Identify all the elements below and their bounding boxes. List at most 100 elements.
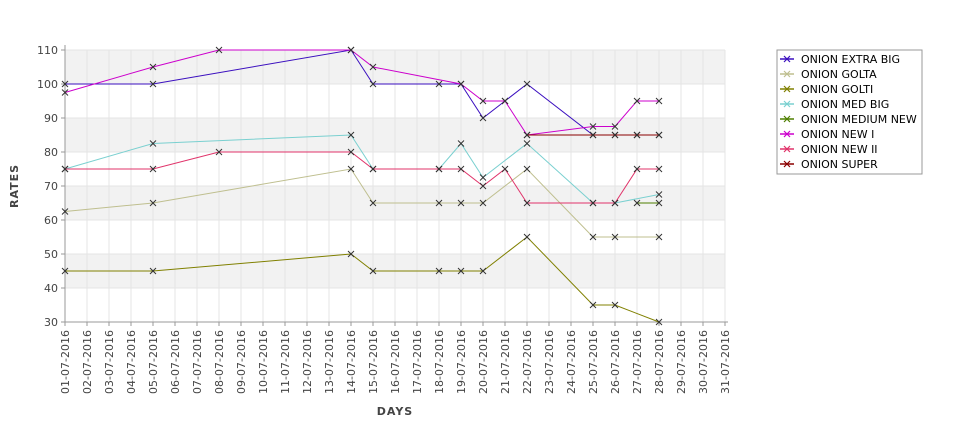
marker-stroke: [435, 267, 443, 275]
data-point: [633, 131, 641, 139]
marker-stroke: [655, 199, 663, 207]
marker-stroke: [149, 80, 157, 88]
y-axis-title: RATES: [8, 164, 21, 208]
legend-marker: [783, 85, 791, 93]
data-point: [457, 165, 465, 173]
marker-stroke: [347, 165, 355, 173]
data-point: [369, 199, 377, 207]
data-point: [523, 165, 531, 173]
series-onion-new-i: [61, 46, 663, 139]
x-tick-label: 28-07-2016: [653, 330, 666, 394]
marker-stroke: [523, 199, 531, 207]
data-point: [655, 233, 663, 241]
data-point: [589, 123, 597, 130]
legend-item: ONION NEW II: [780, 143, 878, 156]
marker-stroke: [457, 165, 465, 173]
data-point: [589, 233, 597, 241]
x-tick-label: 07-07-2016: [191, 330, 204, 394]
data-point: [655, 199, 663, 207]
data-point: [435, 80, 443, 88]
marker-stroke: [61, 165, 69, 173]
x-tick-label: 15-07-2016: [367, 330, 380, 394]
data-point: [61, 165, 69, 173]
data-point: [369, 63, 377, 71]
x-tick-label: 29-07-2016: [675, 330, 688, 394]
marker-stroke: [589, 233, 597, 241]
marker-stroke: [655, 233, 663, 241]
data-point: [347, 148, 355, 156]
legend-label: ONION NEW II: [801, 143, 878, 156]
x-tick-label: 01-07-2016: [59, 330, 72, 394]
data-point: [149, 63, 157, 71]
data-point: [369, 165, 377, 173]
data-point: [611, 131, 619, 139]
x-tick-label: 30-07-2016: [697, 330, 710, 394]
legend-item: ONION SUPER: [780, 158, 878, 171]
data-point: [457, 80, 465, 88]
data-point: [215, 46, 223, 54]
data-point: [479, 174, 487, 181]
data-point: [347, 131, 355, 139]
legend-marker: [783, 160, 791, 168]
legend-marker: [783, 115, 791, 123]
marker-stroke: [523, 140, 531, 147]
marker-stroke: [655, 191, 663, 198]
y-tick-label: 50: [44, 248, 58, 261]
data-point: [589, 199, 597, 207]
x-tick-label: 08-07-2016: [213, 330, 226, 394]
data-point: [215, 148, 223, 156]
marker-stroke: [633, 165, 641, 173]
x-tick-label: 11-07-2016: [279, 330, 292, 394]
legend: ONION EXTRA BIG ONION GOLTA ONION GOLTI ONI…: [776, 49, 923, 175]
data-point: [479, 182, 487, 190]
marker-stroke: [369, 199, 377, 207]
data-point: [61, 80, 69, 88]
marker-stroke: [611, 301, 619, 309]
marker-stroke: [435, 199, 443, 207]
marker-stroke: [589, 131, 597, 139]
marker-stroke: [457, 267, 465, 275]
marker-stroke: [501, 97, 509, 105]
data-point: [347, 165, 355, 173]
marker-stroke: [611, 123, 619, 130]
marker-stroke: [347, 131, 355, 139]
legend-marker: [783, 55, 791, 63]
y-tick-label: 30: [44, 316, 58, 329]
marker-stroke: [435, 80, 443, 88]
data-point: [479, 199, 487, 207]
data-point: [655, 131, 663, 139]
data-point: [655, 318, 663, 326]
x-tick-label: 12-07-2016: [301, 330, 314, 394]
marker-stroke: [479, 114, 487, 122]
data-point: [369, 267, 377, 275]
x-tick-label: 26-07-2016: [609, 330, 622, 394]
marker-stroke: [479, 199, 487, 207]
marker-stroke: [347, 250, 355, 258]
marker-stroke: [347, 46, 355, 54]
x-tick-label: 20-07-2016: [477, 330, 490, 394]
marker-stroke: [149, 63, 157, 71]
data-point: [655, 97, 663, 105]
x-tick-label: 21-07-2016: [499, 330, 512, 394]
marker-stroke: [523, 131, 531, 139]
data-point: [347, 250, 355, 258]
data-point: [479, 114, 487, 122]
x-tick-label: 03-07-2016: [103, 330, 116, 394]
marker-stroke: [369, 267, 377, 275]
marker-stroke: [523, 233, 531, 241]
marker-stroke: [457, 80, 465, 88]
marker-stroke: [633, 131, 641, 139]
x-tick-label: 14-07-2016: [345, 330, 358, 394]
data-point: [149, 165, 157, 173]
legend-label: ONION MEDIUM NEW: [801, 113, 917, 126]
legend-item: ONION NEW I: [780, 128, 874, 141]
data-point: [633, 199, 641, 207]
series-onion-golti: [61, 233, 663, 326]
x-tick-label: 06-07-2016: [169, 330, 182, 394]
legend-label: ONION MED BIG: [801, 98, 889, 111]
marker-stroke: [589, 199, 597, 207]
data-point: [523, 131, 531, 139]
data-point: [479, 97, 487, 105]
data-point: [369, 80, 377, 88]
